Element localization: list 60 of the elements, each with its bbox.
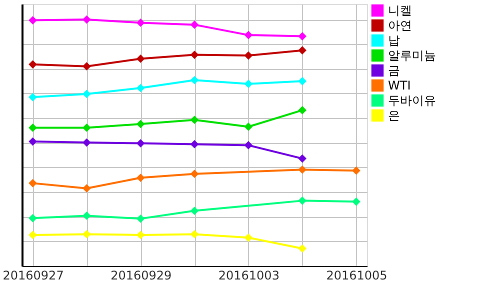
point <box>298 196 306 205</box>
point <box>82 90 91 98</box>
point <box>82 15 91 24</box>
point <box>190 50 199 59</box>
point <box>28 214 37 222</box>
point <box>190 76 199 84</box>
point <box>82 230 91 238</box>
point <box>190 116 199 124</box>
point <box>244 233 253 242</box>
legend-label: 두바이유 <box>388 94 436 108</box>
point <box>136 230 145 240</box>
point <box>190 20 199 29</box>
point <box>136 174 145 182</box>
point <box>82 184 91 193</box>
point <box>190 170 199 178</box>
point <box>298 76 306 86</box>
point <box>136 139 145 148</box>
point <box>190 230 199 238</box>
point <box>352 197 360 206</box>
point <box>352 166 360 175</box>
point <box>136 120 145 128</box>
point <box>244 80 253 88</box>
point <box>244 141 253 150</box>
legend-label: 금 <box>388 64 400 78</box>
x-tick-label: 20160927 <box>2 268 64 282</box>
legend-label: 아연 <box>388 18 412 32</box>
x-tick-label: 20160929 <box>110 268 172 282</box>
x-tick-label: 20161003 <box>218 268 280 282</box>
point <box>28 124 37 132</box>
point <box>28 179 37 188</box>
point <box>298 46 306 55</box>
legend-label: 납 <box>388 34 400 48</box>
point <box>82 124 91 132</box>
point <box>244 122 253 131</box>
point <box>298 106 306 114</box>
point <box>190 140 199 148</box>
legend-label: 니켈 <box>388 4 412 18</box>
point <box>136 84 145 92</box>
point <box>298 165 306 174</box>
point <box>28 230 37 240</box>
point <box>82 212 91 220</box>
point <box>136 18 145 27</box>
point <box>136 214 145 223</box>
point <box>298 154 306 163</box>
point <box>28 60 37 69</box>
point <box>190 206 199 215</box>
point <box>82 138 91 147</box>
point <box>82 62 91 71</box>
point <box>244 30 253 40</box>
point <box>298 244 306 253</box>
point <box>298 32 306 40</box>
legend-label: 은 <box>388 108 400 122</box>
point <box>244 51 253 60</box>
point <box>28 137 37 146</box>
x-tick-label: 20161005 <box>326 268 388 282</box>
legend-label: WTI <box>388 78 411 92</box>
point <box>136 54 145 63</box>
legend-label: 알루미늄 <box>388 48 436 62</box>
point <box>28 16 37 24</box>
point <box>28 92 37 102</box>
